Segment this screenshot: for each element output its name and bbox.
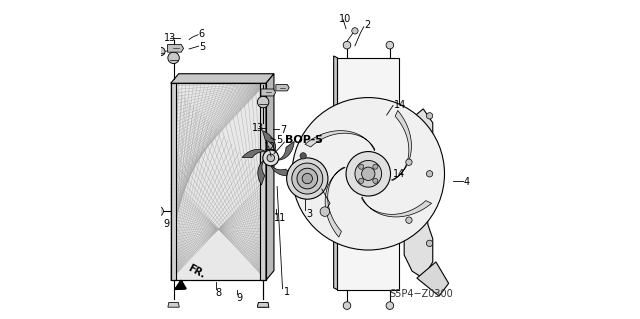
Circle shape — [292, 98, 445, 250]
Polygon shape — [362, 197, 431, 217]
Polygon shape — [391, 110, 412, 180]
Circle shape — [386, 41, 394, 49]
Polygon shape — [171, 74, 274, 83]
Circle shape — [154, 206, 163, 216]
Circle shape — [406, 159, 412, 165]
Circle shape — [373, 164, 378, 169]
Circle shape — [287, 158, 328, 199]
Polygon shape — [242, 149, 268, 158]
Text: 12: 12 — [264, 142, 276, 152]
Text: 9: 9 — [237, 293, 243, 303]
Circle shape — [358, 178, 364, 183]
Circle shape — [362, 167, 375, 181]
Polygon shape — [171, 83, 177, 280]
Polygon shape — [262, 130, 276, 153]
Polygon shape — [168, 302, 179, 307]
Text: 13: 13 — [164, 33, 176, 43]
Polygon shape — [404, 109, 433, 278]
Text: 11: 11 — [274, 213, 286, 223]
Text: 9: 9 — [164, 219, 170, 229]
Circle shape — [300, 153, 307, 159]
Polygon shape — [333, 56, 337, 290]
Polygon shape — [258, 160, 265, 185]
Text: 13: 13 — [252, 123, 264, 133]
Text: 4: 4 — [463, 177, 470, 187]
Polygon shape — [417, 262, 449, 296]
Polygon shape — [257, 302, 269, 307]
Polygon shape — [261, 89, 276, 96]
Polygon shape — [257, 302, 269, 307]
Circle shape — [343, 41, 351, 49]
Text: 5: 5 — [199, 42, 205, 52]
Polygon shape — [276, 142, 294, 160]
Circle shape — [426, 113, 433, 119]
Circle shape — [426, 171, 433, 177]
Circle shape — [263, 150, 278, 166]
Polygon shape — [337, 58, 399, 290]
Circle shape — [355, 160, 381, 187]
Text: 14: 14 — [393, 169, 405, 179]
Text: S5P4−Z0300: S5P4−Z0300 — [390, 289, 454, 299]
Polygon shape — [171, 83, 266, 280]
Text: 7: 7 — [280, 125, 287, 135]
Circle shape — [406, 217, 412, 223]
Circle shape — [386, 302, 394, 309]
Circle shape — [168, 52, 179, 63]
Polygon shape — [266, 74, 274, 280]
Polygon shape — [168, 45, 184, 52]
Circle shape — [358, 164, 364, 169]
Text: 14: 14 — [394, 100, 406, 110]
Circle shape — [267, 154, 275, 162]
Circle shape — [302, 174, 312, 184]
Text: FR.: FR. — [187, 263, 207, 280]
Text: 1: 1 — [284, 287, 289, 297]
Text: 2: 2 — [364, 20, 371, 31]
Circle shape — [297, 168, 317, 189]
Circle shape — [157, 48, 165, 56]
Circle shape — [426, 240, 433, 247]
Circle shape — [320, 207, 330, 216]
Circle shape — [343, 302, 351, 309]
Circle shape — [292, 163, 323, 194]
Circle shape — [346, 152, 390, 196]
Circle shape — [373, 178, 378, 183]
Polygon shape — [276, 85, 289, 91]
Polygon shape — [271, 164, 294, 176]
Circle shape — [257, 96, 269, 108]
Circle shape — [352, 28, 358, 34]
Polygon shape — [325, 167, 345, 237]
Text: BOP-5: BOP-5 — [285, 136, 323, 145]
Polygon shape — [260, 83, 266, 280]
Text: 10: 10 — [339, 14, 351, 24]
Polygon shape — [305, 131, 375, 151]
Text: 8: 8 — [216, 288, 222, 298]
Text: 6: 6 — [198, 29, 205, 39]
Text: 3: 3 — [306, 209, 312, 219]
Text: 5: 5 — [276, 136, 282, 145]
